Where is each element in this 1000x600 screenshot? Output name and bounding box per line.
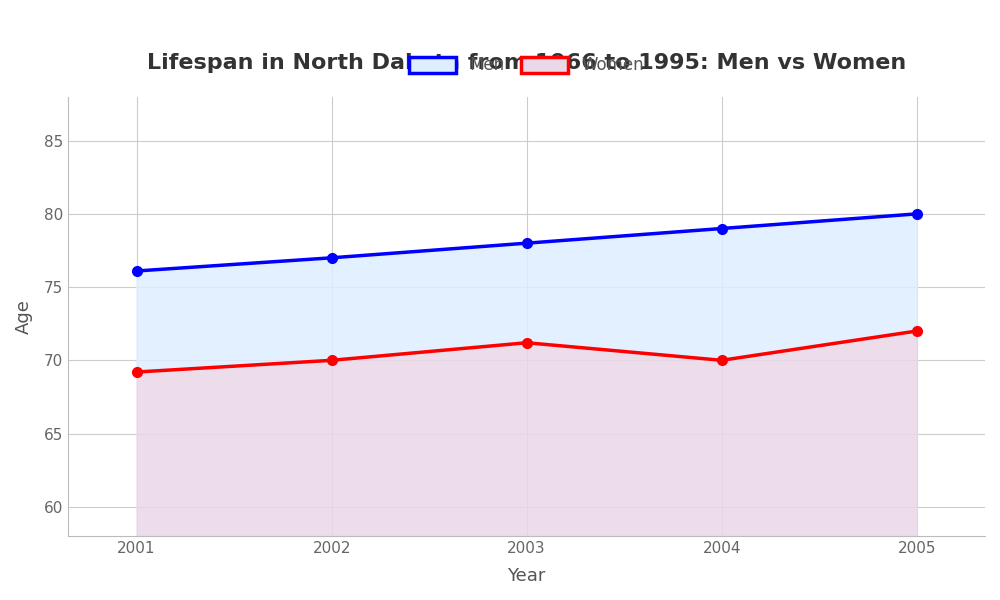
X-axis label: Year: Year — [507, 567, 546, 585]
Legend: Men, Women: Men, Women — [401, 48, 652, 83]
Y-axis label: Age: Age — [15, 299, 33, 334]
Title: Lifespan in North Dakota from 1966 to 1995: Men vs Women: Lifespan in North Dakota from 1966 to 19… — [147, 53, 906, 73]
